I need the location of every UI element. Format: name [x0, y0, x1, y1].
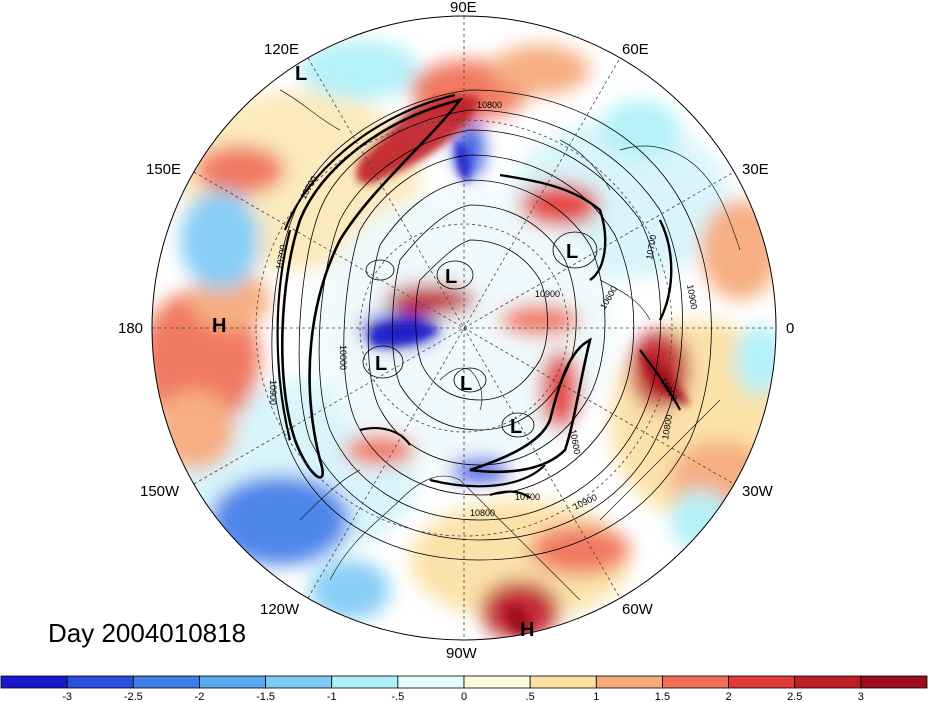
colorbar-tick-label: -3: [62, 691, 72, 702]
colorbar: -3 -2.5 -2 -1.5 -1 -.5 0 .5 1 1.5 2 2.5 3: [0, 675, 928, 702]
low-center: L: [295, 63, 307, 85]
lon-label-90w: 90W: [446, 645, 478, 662]
low-center: L: [566, 241, 578, 263]
colorbar-box: [265, 675, 333, 689]
colorbar-box: [199, 675, 266, 689]
colorbar-ticks: -3 -2.5 -2 -1.5 -1 -.5 0 .5 1 1.5 2 2.5 3: [62, 691, 864, 702]
height-contours: [271, 89, 712, 561]
lon-label-60e: 60E: [622, 41, 649, 58]
colorbar-tick-label: -.5: [391, 691, 404, 702]
contour-label: 10700: [515, 492, 540, 502]
colorbar-box: [132, 675, 200, 689]
colorbar-box: [463, 675, 531, 689]
colorbar-tick-label: 2.5: [787, 691, 802, 702]
colorbar-box: [397, 675, 465, 689]
colorbar-boxes: [0, 675, 928, 689]
contour-label: 10700: [274, 244, 288, 270]
contour-label: 10800: [477, 100, 502, 110]
low-center: L: [375, 353, 387, 375]
colorbar-box: [728, 675, 796, 689]
colorbar-tick-label: -1: [327, 691, 337, 702]
lon-label-0: 0: [786, 320, 794, 337]
lon-label-30e: 30E: [742, 161, 769, 178]
lon-label-150w: 150W: [140, 483, 180, 500]
contour-label: 10800: [470, 508, 495, 518]
colorbar-box: [662, 675, 729, 689]
graticule: [152, 16, 776, 640]
low-center: L: [460, 373, 472, 395]
colorbar-tick-label: .5: [526, 691, 535, 702]
low-center: L: [510, 416, 522, 438]
colorbar-tick-label: -2: [195, 691, 205, 702]
lon-label-150e: 150E: [146, 161, 181, 178]
colorbar-box: [331, 675, 399, 689]
lon-label-90e: 90E: [450, 0, 477, 16]
high-center: H: [212, 315, 226, 337]
colorbar-box: [529, 675, 597, 689]
colorbar-box: [595, 675, 663, 689]
colorbar-box: [860, 675, 928, 689]
colorbar-tick-label: 3: [858, 691, 864, 702]
colorbar-box: [66, 675, 134, 689]
lon-label-30w: 30W: [742, 483, 774, 500]
contour-label: 10900: [685, 284, 699, 310]
longitude-labels: 90E 60E 30E 0 30W 60W 90W 120W 150W 180 …: [118, 0, 794, 662]
lon-label-120e: 120E: [264, 41, 299, 58]
day-label: Day 2004010818: [48, 618, 247, 648]
high-center: H: [520, 619, 534, 641]
lon-label-180: 180: [118, 320, 143, 337]
contour-label: 10900: [268, 380, 278, 405]
colorbar-tick-label: 1: [593, 691, 599, 702]
colorbar-tick-label: -1.5: [256, 691, 275, 702]
colorbar-box: [0, 675, 68, 689]
colorbar-box: [794, 675, 862, 689]
colorbar-tick-label: -2.5: [124, 691, 143, 702]
coastlines: [279, 89, 741, 601]
lon-label-60w: 60W: [622, 601, 654, 618]
colorbar-tick-label: 2: [726, 691, 732, 702]
pressure-centers: L L L L L L H H: [212, 63, 578, 641]
lon-label-120w: 120W: [260, 601, 300, 618]
low-center: L: [445, 266, 457, 288]
contour-label: 10600: [568, 429, 582, 455]
colorbar-tick-label: 1.5: [655, 691, 670, 702]
map-boundary: [151, 15, 777, 641]
contour-label: 10900: [535, 289, 560, 299]
contour-label: 10000: [338, 345, 348, 370]
colorbar-tick-label: 0: [461, 691, 467, 702]
contour-label: 10700: [644, 234, 658, 260]
contour-label: 10800: [660, 414, 674, 440]
